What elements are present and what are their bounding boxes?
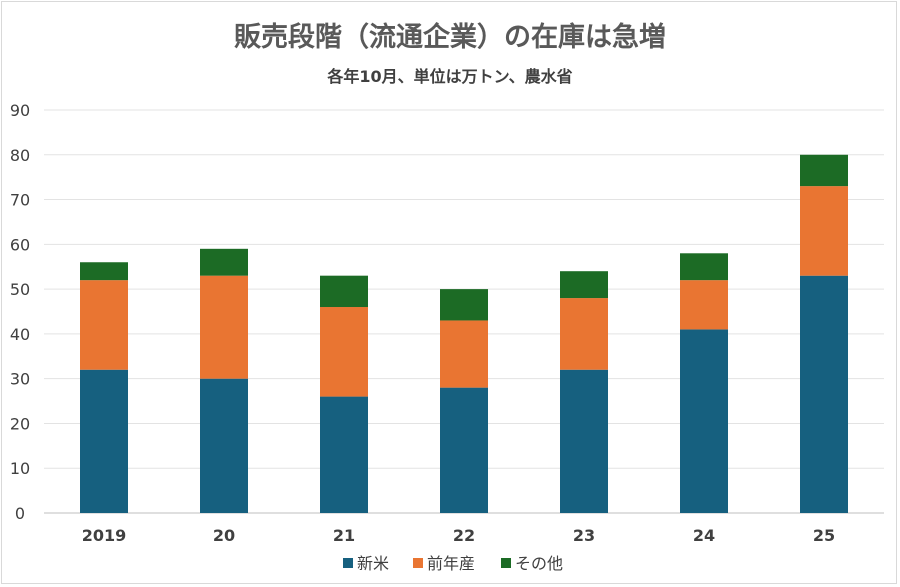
bar-segment-新米 — [200, 378, 248, 513]
y-tick-label: 90 — [10, 101, 30, 120]
bar-segment-その他 — [680, 253, 728, 281]
legend-label: 前年産 — [427, 554, 475, 573]
x-tick-label: 20 — [213, 526, 235, 545]
bar-segment-その他 — [560, 271, 608, 299]
bar-segment-前年産 — [80, 280, 128, 370]
legend-swatch — [413, 558, 423, 568]
bar-segment-前年産 — [440, 320, 488, 388]
y-tick-label: 70 — [10, 191, 30, 210]
legend-label: その他 — [515, 554, 563, 573]
bar-segment-その他 — [200, 248, 248, 276]
y-tick-label: 60 — [10, 235, 30, 254]
x-tick-label: 24 — [693, 526, 715, 545]
y-tick-label: 80 — [10, 146, 30, 165]
bar-segment-その他 — [800, 154, 848, 187]
legend-label: 新米 — [357, 554, 389, 573]
y-tick-label: 10 — [10, 459, 30, 478]
x-tick-label: 21 — [333, 526, 355, 545]
bar-segment-新米 — [440, 387, 488, 513]
y-tick-label: 40 — [10, 325, 30, 344]
bar-segment-新米 — [560, 369, 608, 513]
legend-swatch — [501, 558, 511, 568]
chart-subtitle: 各年10月、単位は万トン、農水省 — [326, 67, 572, 86]
y-tick-label: 30 — [10, 370, 30, 389]
bar-segment-その他 — [80, 262, 128, 281]
bar-segment-その他 — [440, 289, 488, 321]
y-tick-label: 20 — [10, 414, 30, 433]
bar-segment-前年産 — [680, 280, 728, 330]
x-tick-label: 2019 — [82, 526, 127, 545]
y-tick-label: 50 — [10, 280, 30, 299]
x-tick-label: 23 — [573, 526, 595, 545]
x-tick-label: 25 — [813, 526, 835, 545]
y-tick-label: 0 — [15, 504, 25, 523]
bar-segment-その他 — [320, 275, 368, 308]
bar-segment-新米 — [80, 369, 128, 513]
x-tick-label: 22 — [453, 526, 475, 545]
bar-segment-前年産 — [320, 307, 368, 397]
bar-segment-前年産 — [800, 186, 848, 276]
bar-segment-前年産 — [200, 275, 248, 379]
legend-swatch — [343, 558, 353, 568]
bar-segment-新米 — [680, 329, 728, 513]
bar-segment-前年産 — [560, 298, 608, 370]
bar-segment-新米 — [800, 275, 848, 513]
bar-segment-新米 — [320, 396, 368, 513]
chart-title: 販売段階（流通企業）の在庫は急増 — [234, 21, 666, 53]
